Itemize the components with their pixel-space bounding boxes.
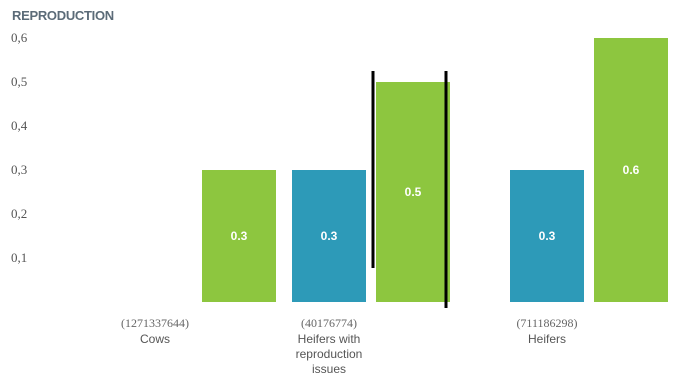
bars bbox=[202, 38, 668, 302]
chart-title: REPRODUCTION bbox=[12, 8, 114, 23]
x-category-id: (40176774) bbox=[301, 316, 357, 330]
data-label: 0.5 bbox=[405, 185, 422, 199]
x-category-name: Heifers with bbox=[298, 332, 361, 346]
x-category-id: (711186298) bbox=[516, 316, 577, 330]
y-tick-label: 0,4 bbox=[11, 118, 28, 133]
x-category-name: Heifers bbox=[528, 332, 566, 346]
bar bbox=[594, 38, 668, 302]
data-labels: 0.3 0.3 0.3 0.5 0.6 bbox=[231, 163, 640, 243]
y-tick-label: 0,6 bbox=[11, 30, 28, 45]
bar bbox=[376, 82, 450, 302]
x-category-name: reproduction bbox=[296, 347, 363, 361]
y-axis-ticks: 0,1 0,2 0,3 0,4 0,5 0,6 bbox=[11, 30, 28, 265]
annotation-lines bbox=[371, 71, 448, 308]
bar bbox=[292, 170, 366, 302]
data-label: 0.3 bbox=[539, 229, 556, 243]
x-category-id: (1271337644) bbox=[121, 316, 189, 330]
y-tick-label: 0,5 bbox=[11, 74, 27, 89]
x-category-name: Cows bbox=[140, 332, 170, 346]
data-label: 0.3 bbox=[231, 229, 248, 243]
y-tick-label: 0,1 bbox=[11, 250, 27, 265]
x-axis-labels: (1271337644) Cows (40176774) Heifers withre… bbox=[121, 316, 578, 376]
x-category-name: issues bbox=[312, 362, 346, 376]
data-label: 0.3 bbox=[321, 229, 338, 243]
bar bbox=[510, 170, 584, 302]
y-tick-label: 0,3 bbox=[11, 162, 27, 177]
bar bbox=[202, 170, 276, 302]
data-label: 0.6 bbox=[623, 163, 640, 177]
y-tick-label: 0,2 bbox=[11, 206, 27, 221]
